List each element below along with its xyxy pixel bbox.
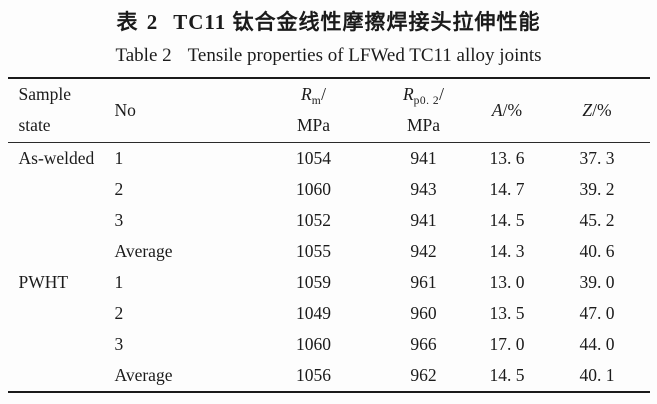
cell-a-percent: 14. 5 bbox=[489, 210, 525, 230]
cell-rp02: 962 bbox=[410, 365, 437, 385]
cell-rm: 1056 bbox=[296, 365, 331, 385]
cell-a-percent: 17. 0 bbox=[489, 334, 525, 354]
cell-no: 1 bbox=[114, 148, 124, 168]
header-rp02-unit: MPa bbox=[406, 114, 441, 135]
header-rp02-symbol-line: Rp0. 2/ bbox=[402, 83, 445, 107]
header-rm: Rm/ MPa bbox=[250, 78, 378, 143]
table-row: PWHT 1 1059 961 13. 0 39. 0 bbox=[8, 267, 650, 298]
cell-sample-state: PWHT bbox=[18, 272, 69, 292]
header-sample-state: Sample state bbox=[8, 78, 108, 143]
cell-a-percent: 13. 5 bbox=[489, 303, 525, 323]
cell-sample-state bbox=[8, 236, 108, 267]
cell-rp02: 943 bbox=[410, 179, 437, 199]
header-rm-symbol-line: Rm/ bbox=[300, 83, 327, 107]
cell-rp02: 961 bbox=[410, 272, 437, 292]
cell-no: Average bbox=[114, 365, 173, 385]
cell-rm: 1060 bbox=[296, 179, 331, 199]
cell-z-percent: 44. 0 bbox=[579, 334, 615, 354]
table-title-chinese: 表 2 TC11 钛合金线性摩擦焊接头拉伸性能 bbox=[0, 6, 657, 36]
cell-rm: 1052 bbox=[296, 210, 331, 230]
header-reduction: Z/% bbox=[582, 100, 612, 120]
table-title-english-label: Table 2 bbox=[115, 45, 172, 66]
header-rm-unit: MPa bbox=[296, 114, 331, 135]
cell-no: 2 bbox=[114, 303, 124, 323]
cell-rp02: 966 bbox=[410, 334, 437, 354]
table-title-chinese-text: TC11 钛合金线性摩擦焊接头拉伸性能 bbox=[173, 10, 541, 34]
header-sample-line2: state bbox=[18, 114, 51, 135]
cell-rm: 1055 bbox=[296, 241, 331, 261]
table-row: 2 1060 943 14. 7 39. 2 bbox=[8, 174, 650, 205]
cell-a-percent: 13. 6 bbox=[489, 148, 525, 168]
table-row: As-welded 1 1054 941 13. 6 37. 3 bbox=[8, 143, 650, 175]
cell-rp02: 941 bbox=[410, 148, 437, 168]
table-body: As-welded 1 1054 941 13. 6 37. 3 2 1060 943 14. 7… bbox=[8, 143, 650, 393]
cell-rm: 1049 bbox=[296, 303, 331, 323]
cell-sample-state: As-welded bbox=[18, 148, 95, 168]
header-no: No bbox=[114, 100, 136, 120]
cell-no: 3 bbox=[114, 334, 124, 354]
cell-rm: 1054 bbox=[296, 148, 331, 168]
table-row: Average 1055 942 14. 3 40. 6 bbox=[8, 236, 650, 267]
table-title-english-text: Tensile properties of LFWed TC11 alloy j… bbox=[187, 45, 542, 66]
header-rp02: Rp0. 2/ MPa bbox=[378, 78, 470, 143]
cell-rp02: 942 bbox=[410, 241, 437, 261]
cell-a-percent: 14. 5 bbox=[489, 365, 525, 385]
cell-z-percent: 40. 6 bbox=[579, 241, 615, 261]
cell-rp02: 941 bbox=[410, 210, 437, 230]
cell-a-percent: 14. 7 bbox=[489, 179, 525, 199]
cell-sample-state bbox=[8, 205, 108, 236]
cell-no: 2 bbox=[114, 179, 124, 199]
cell-sample-state bbox=[8, 329, 108, 360]
header-row: Sample state No Rm/ MPa Rp0. 2/ bbox=[7, 78, 650, 143]
cell-z-percent: 39. 0 bbox=[579, 272, 615, 292]
cell-rm: 1059 bbox=[296, 272, 331, 292]
cell-rp02: 960 bbox=[410, 303, 437, 323]
cell-no: 3 bbox=[114, 210, 124, 230]
cell-z-percent: 45. 2 bbox=[579, 210, 615, 230]
cell-sample-state bbox=[8, 174, 108, 205]
header-sample-line1: Sample bbox=[18, 83, 72, 104]
cell-z-percent: 47. 0 bbox=[579, 303, 615, 323]
cell-z-percent: 37. 3 bbox=[579, 148, 615, 168]
cell-no: Average bbox=[114, 241, 173, 261]
table-row: 3 1060 966 17. 0 44. 0 bbox=[8, 329, 650, 360]
cell-no: 1 bbox=[114, 272, 124, 292]
table-title-chinese-label: 表 2 bbox=[116, 10, 160, 34]
cell-sample-state bbox=[8, 360, 108, 392]
table-row: Average 1056 962 14. 5 40. 1 bbox=[8, 360, 650, 392]
table-title-english: Table 2 Tensile properties of LFWed TC11 … bbox=[0, 45, 657, 67]
table-row: 3 1052 941 14. 5 45. 2 bbox=[8, 205, 650, 236]
tensile-properties-table: Sample state No Rm/ MPa Rp0. 2/ bbox=[7, 77, 650, 393]
cell-z-percent: 40. 1 bbox=[579, 365, 615, 385]
cell-sample-state bbox=[8, 298, 108, 329]
table-header: Sample state No Rm/ MPa Rp0. 2/ bbox=[7, 78, 650, 143]
header-elongation: A/% bbox=[491, 100, 523, 120]
cell-rm: 1060 bbox=[296, 334, 331, 354]
cell-z-percent: 39. 2 bbox=[579, 179, 615, 199]
cell-a-percent: 13. 0 bbox=[489, 272, 525, 292]
table-row: 2 1049 960 13. 5 47. 0 bbox=[8, 298, 650, 329]
cell-a-percent: 14. 3 bbox=[489, 241, 525, 261]
